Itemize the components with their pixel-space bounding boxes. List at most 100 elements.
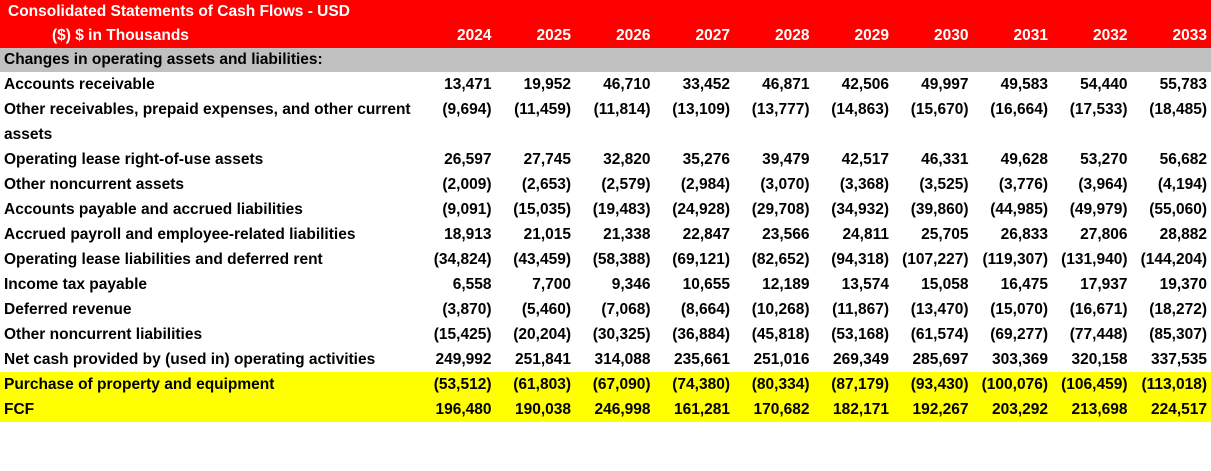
row-value: 17,937: [1052, 272, 1132, 297]
row-value: 9,346: [575, 272, 655, 297]
row-value: 27,806: [1052, 222, 1132, 247]
table-row: Accounts payable and accrued liabilities…: [0, 197, 1211, 222]
row-value: (100,076): [972, 372, 1052, 397]
row-value: 27,745: [495, 147, 575, 172]
row-value: (82,652): [734, 247, 814, 272]
row-label: Net cash provided by (used in) operating…: [0, 347, 416, 372]
row-value: (44,985): [972, 197, 1052, 222]
year-header: 2032: [1052, 0, 1132, 48]
row-label: FCF: [0, 397, 416, 422]
row-value: 7,700: [495, 272, 575, 297]
row-value: (85,307): [1131, 322, 1211, 347]
row-label: Accrued payroll and employee-related lia…: [0, 222, 416, 247]
row-value: 53,270: [1052, 147, 1132, 172]
row-value: (4,194): [1131, 172, 1211, 197]
row-value: (74,380): [654, 372, 734, 397]
table-row: Purchase of property and equipment (53,51…: [0, 372, 1211, 397]
row-value: 170,682: [734, 397, 814, 422]
table-row: Operating lease right-of-use assets 26,59…: [0, 147, 1211, 172]
row-value: (61,803): [495, 372, 575, 397]
row-value: (3,776): [972, 172, 1052, 197]
cash-flow-table: Consolidated Statements of Cash Flows - …: [0, 0, 1211, 422]
row-value: 190,038: [495, 397, 575, 422]
row-value: (7,068): [575, 297, 655, 322]
row-value: (24,928): [654, 197, 734, 222]
row-value: 33,452: [654, 72, 734, 97]
row-value: (19,483): [575, 197, 655, 222]
row-value: (3,368): [813, 172, 893, 197]
row-value: 25,705: [893, 222, 973, 247]
row-value: (80,334): [734, 372, 814, 397]
row-value: (93,430): [893, 372, 973, 397]
row-value: (11,814): [575, 97, 655, 147]
row-value: 196,480: [416, 397, 496, 422]
table-row: Other noncurrent liabilities (15,425) (20,…: [0, 322, 1211, 347]
row-value: (39,860): [893, 197, 973, 222]
row-label: Other noncurrent liabilities: [0, 322, 416, 347]
row-value: 269,349: [813, 347, 893, 372]
row-value: (11,459): [495, 97, 575, 147]
row-value: (43,459): [495, 247, 575, 272]
row-value: (10,268): [734, 297, 814, 322]
row-value: 213,698: [1052, 397, 1132, 422]
table-row: Deferred revenue (3,870) (5,460) (7,068) (8,…: [0, 297, 1211, 322]
row-value: (15,035): [495, 197, 575, 222]
row-label: Income tax payable: [0, 272, 416, 297]
row-value: 56,682: [1131, 147, 1211, 172]
year-header: 2031: [972, 0, 1052, 48]
table-row: FCF 196,480 190,038 246,998 161,281 170,682 18…: [0, 397, 1211, 422]
row-value: 23,566: [734, 222, 814, 247]
row-value: 337,535: [1131, 347, 1211, 372]
row-value: 19,952: [495, 72, 575, 97]
row-value: 49,583: [972, 72, 1052, 97]
row-value: (87,179): [813, 372, 893, 397]
row-value: 320,158: [1052, 347, 1132, 372]
row-value: 54,440: [1052, 72, 1132, 97]
row-value: (9,091): [416, 197, 496, 222]
section-row: Changes in operating assets and liabilit…: [0, 48, 1211, 72]
row-value: 249,992: [416, 347, 496, 372]
row-value: (17,533): [1052, 97, 1132, 147]
row-value: (58,388): [575, 247, 655, 272]
header-row: Consolidated Statements of Cash Flows - …: [0, 0, 1211, 48]
row-value: 42,506: [813, 72, 893, 97]
row-value: (18,485): [1131, 97, 1211, 147]
row-value: (15,425): [416, 322, 496, 347]
row-value: (2,009): [416, 172, 496, 197]
row-value: (144,204): [1131, 247, 1211, 272]
row-value: (29,708): [734, 197, 814, 222]
row-value: (49,979): [1052, 197, 1132, 222]
year-header: 2026: [575, 0, 655, 48]
row-value: 49,628: [972, 147, 1052, 172]
row-value: 21,015: [495, 222, 575, 247]
row-value: 26,597: [416, 147, 496, 172]
row-value: 314,088: [575, 347, 655, 372]
row-value: 39,479: [734, 147, 814, 172]
row-label: Other receivables, prepaid expenses, and…: [0, 97, 416, 147]
year-header: 2024: [416, 0, 496, 48]
row-label: Operating lease right-of-use assets: [0, 147, 416, 172]
row-value: 251,841: [495, 347, 575, 372]
row-value: (16,664): [972, 97, 1052, 147]
row-value: 35,276: [654, 147, 734, 172]
row-value: (3,525): [893, 172, 973, 197]
row-value: 42,517: [813, 147, 893, 172]
row-label: Other noncurrent assets: [0, 172, 416, 197]
row-value: 13,574: [813, 272, 893, 297]
row-label: Accounts receivable: [0, 72, 416, 97]
row-value: 32,820: [575, 147, 655, 172]
row-value: (2,984): [654, 172, 734, 197]
row-value: (69,277): [972, 322, 1052, 347]
row-value: (30,325): [575, 322, 655, 347]
row-label: Accounts payable and accrued liabilities: [0, 197, 416, 222]
table-row: Net cash provided by (used in) operating…: [0, 347, 1211, 372]
row-value: (34,932): [813, 197, 893, 222]
row-value: (34,824): [416, 247, 496, 272]
row-value: (15,670): [893, 97, 973, 147]
row-value: 13,471: [416, 72, 496, 97]
row-value: (14,863): [813, 97, 893, 147]
row-label: Purchase of property and equipment: [0, 372, 416, 397]
row-value: 16,475: [972, 272, 1052, 297]
table-title-line1: Consolidated Statements of Cash Flows - …: [8, 3, 350, 20]
row-value: (45,818): [734, 322, 814, 347]
